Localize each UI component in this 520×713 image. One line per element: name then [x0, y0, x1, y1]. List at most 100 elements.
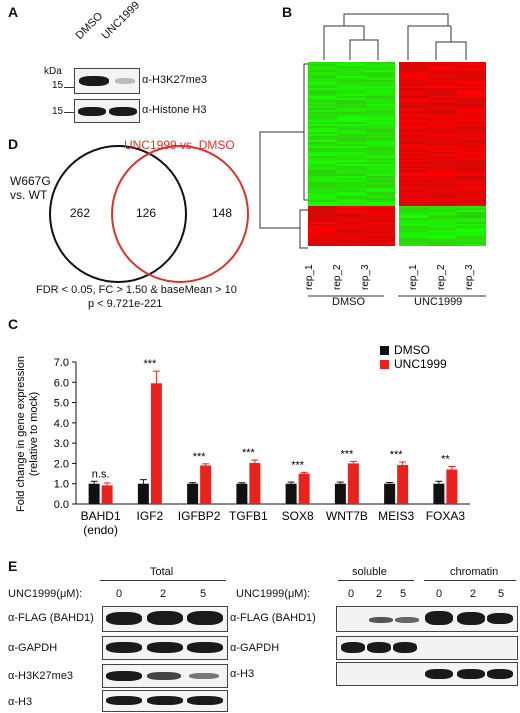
heatmap-cell [399, 122, 428, 124]
heatmap-cell [366, 148, 395, 150]
sample-label-5: rep_2 [436, 264, 447, 290]
heatmap-cell [366, 244, 395, 246]
heatmap-cell [428, 128, 457, 130]
heatmap-cell [308, 180, 337, 182]
heatmap-cell [337, 86, 366, 88]
heatmap-cell [308, 228, 337, 230]
heatmap-cell [366, 172, 395, 174]
y-tick-label: 6.0 [54, 377, 69, 389]
venn-left-count: 262 [70, 206, 91, 220]
heatmap-cell [457, 120, 486, 122]
heatmap-cell [308, 230, 337, 232]
heatmap-cell [366, 142, 395, 144]
heatmap-cell [457, 82, 486, 84]
heatmap-cell [366, 218, 395, 220]
heatmap-cell [457, 146, 486, 148]
heatmap-cell [457, 70, 486, 72]
heatmap-cell [428, 80, 457, 82]
heatmap-cell [366, 196, 395, 198]
heatmap-cell [399, 108, 428, 110]
heatmap-cell [428, 222, 457, 224]
heatmap-cell [457, 88, 486, 90]
heatmap-cell [457, 180, 486, 182]
heatmap-cell [428, 208, 457, 210]
heatmap-cell [399, 212, 428, 214]
heatmap-cell [399, 66, 428, 68]
heatmap-cell [308, 144, 337, 146]
heatmap-cell [308, 216, 337, 218]
heatmap-cell [308, 88, 337, 90]
heatmap-cell [337, 212, 366, 214]
heatmap-cell [457, 158, 486, 160]
heatmap-cell [308, 96, 337, 98]
blot-flag-fractions [336, 606, 518, 632]
heatmap-cell [428, 214, 457, 216]
bar-dmso-meis3 [384, 483, 396, 504]
row-label-h3k27me3-left: α-H3K27me3 [8, 670, 74, 682]
heatmap-cell [308, 114, 337, 116]
heatmap-cell [337, 162, 366, 164]
heatmap-cell [308, 64, 337, 66]
heatmap-cell [457, 98, 486, 100]
heatmap-cell [457, 80, 486, 82]
heatmap-cell [428, 156, 457, 158]
y-axis-label-1: Fold change in gene expression [15, 356, 27, 512]
heatmap-cell [308, 120, 337, 122]
heatmap-cell [337, 70, 366, 72]
heatmap-cell [308, 236, 337, 238]
heatmap-cell [457, 234, 486, 236]
heatmap-cell [428, 64, 457, 66]
heatmap-cell [337, 116, 366, 118]
heatmap-cell [428, 114, 457, 116]
heatmap-cell [428, 206, 457, 208]
heatmap-cell [337, 224, 366, 226]
western-blot-a: DMSO UNC1999 kDa 15 α-H3K27me3 15 α-Hist… [0, 0, 260, 130]
group-label-unc1999: UNC1999 [414, 296, 463, 308]
heatmap-cell [308, 174, 337, 176]
heatmap-cell [428, 228, 457, 230]
heatmap-cell [457, 152, 486, 154]
heatmap-cell [399, 132, 428, 134]
row-dendrogram [259, 63, 308, 249]
heatmap-cell [337, 112, 366, 114]
heatmap-cell [457, 244, 486, 246]
heatmap-cell [366, 210, 395, 212]
heatmap-cell [457, 78, 486, 80]
heatmap-cell [366, 184, 395, 186]
heatmap-cell [366, 100, 395, 102]
heatmap-cell [366, 152, 395, 154]
bar-dmso-tgfb1 [236, 483, 248, 504]
panel-label-a: A [8, 4, 19, 20]
heatmap-cell [308, 242, 337, 244]
heatmap-cell [308, 182, 337, 184]
heatmap-cell [366, 224, 395, 226]
heatmap-cell [337, 190, 366, 192]
venn-circle-left [49, 145, 187, 283]
heatmap-cell [337, 160, 366, 162]
heatmap-cell [399, 146, 428, 148]
heatmap-cell [457, 160, 486, 162]
heatmap-cell [366, 202, 395, 204]
conc-left-0: 0 [116, 588, 123, 600]
heatmap-cell [399, 238, 428, 240]
y-axis-label-2: (relative to mock) [28, 392, 40, 476]
heatmap-cell [337, 114, 366, 116]
heatmap-cell [337, 150, 366, 152]
heatmap-cell [366, 236, 395, 238]
heatmap-cell [366, 74, 395, 76]
heatmap-cell [308, 238, 337, 240]
heatmap-cell [308, 92, 337, 94]
heatmap-cell [399, 242, 428, 244]
heatmap-cell [366, 68, 395, 70]
heatmap-cell [399, 68, 428, 70]
heatmap-cell [308, 240, 337, 242]
category-label: FOXA3 [426, 509, 466, 523]
heatmap-cell [428, 112, 457, 114]
heatmap-cell [457, 172, 486, 174]
heatmap-cell [428, 216, 457, 218]
heatmap-cell [337, 242, 366, 244]
heatmap-cell [337, 206, 366, 208]
heatmap-cell [308, 82, 337, 84]
heatmap-cell [399, 128, 428, 130]
legend-label: UNC1999 [394, 357, 447, 371]
